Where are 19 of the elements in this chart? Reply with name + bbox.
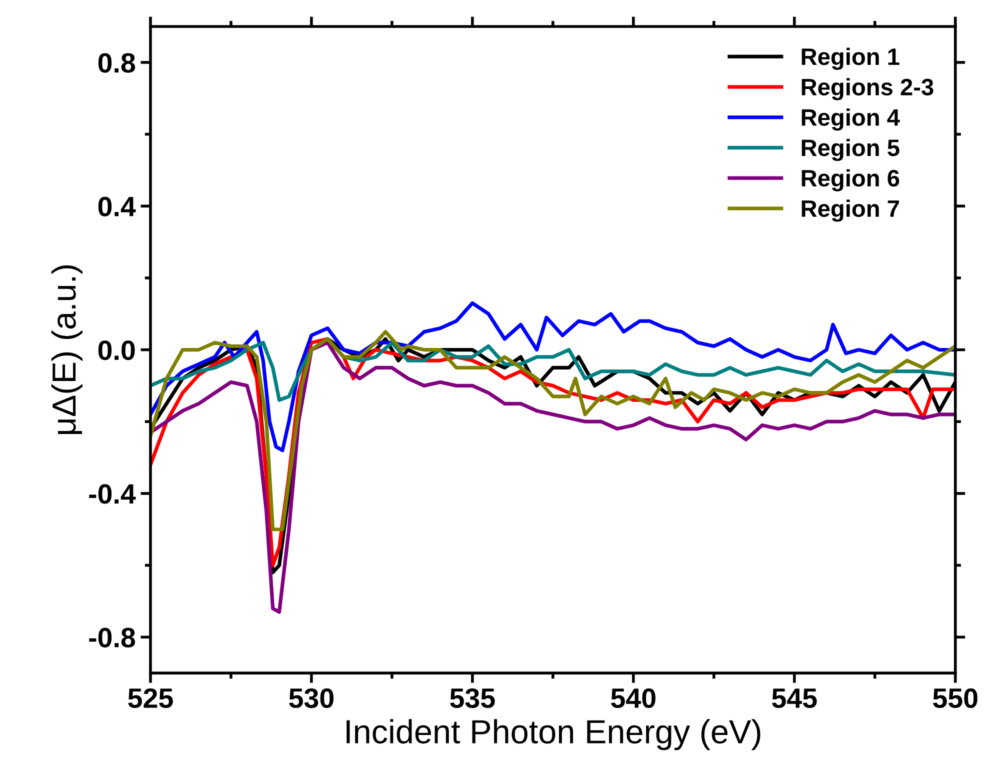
- y-tick-label: -0.4: [89, 484, 136, 504]
- y-tick-label: 0.4: [98, 196, 136, 216]
- y-tick-label: 0.8: [98, 53, 136, 73]
- x-tick-label: 535: [450, 688, 495, 708]
- x-tick-label: 550: [933, 688, 978, 708]
- x-axis-title: Incident Photon Energy (eV): [346, 719, 760, 750]
- y-tick-label: -0.8: [89, 628, 136, 648]
- y-axis-title: μΔ(E) (a.u.): [51, 265, 82, 434]
- x-tick-label: 545: [772, 688, 817, 708]
- x-tick-label: 525: [128, 688, 173, 708]
- legend-label: Region 7: [802, 200, 899, 222]
- legend-label: Regions 2-3: [802, 78, 934, 100]
- x-tick-label: 540: [611, 688, 656, 708]
- legend-label: Region 5: [802, 138, 900, 161]
- legend-label: Region 1: [802, 48, 900, 70]
- x-tick-label: 530: [289, 688, 334, 708]
- legend-label: Region 6: [802, 169, 900, 192]
- y-tick-label: 0.0: [98, 340, 135, 360]
- legend-label: Region 4: [802, 108, 900, 131]
